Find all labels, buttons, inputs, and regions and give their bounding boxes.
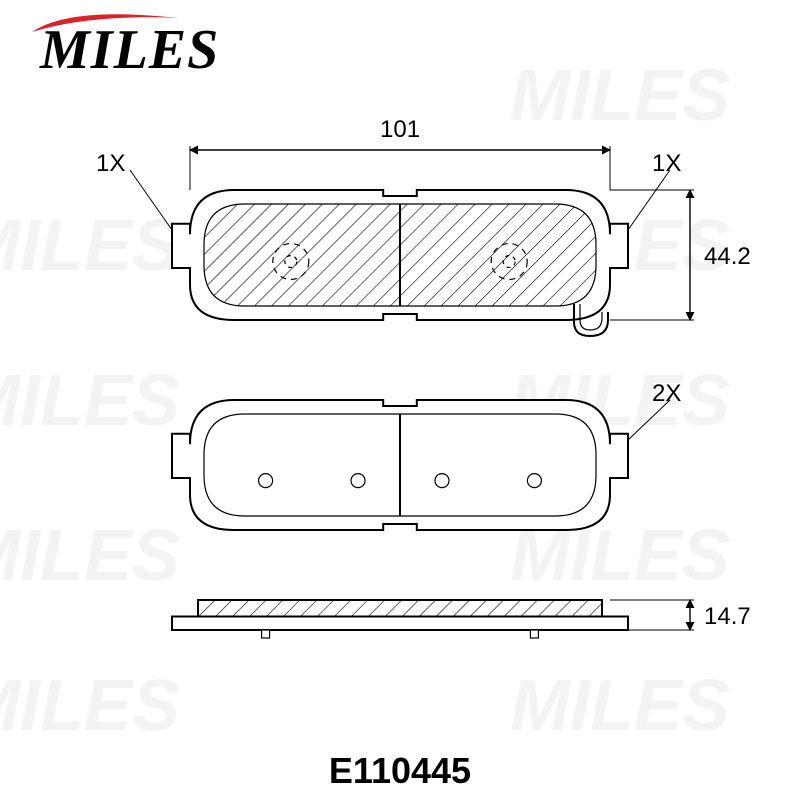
technical-drawing: [0, 0, 800, 800]
part-number: E110445: [0, 750, 800, 792]
